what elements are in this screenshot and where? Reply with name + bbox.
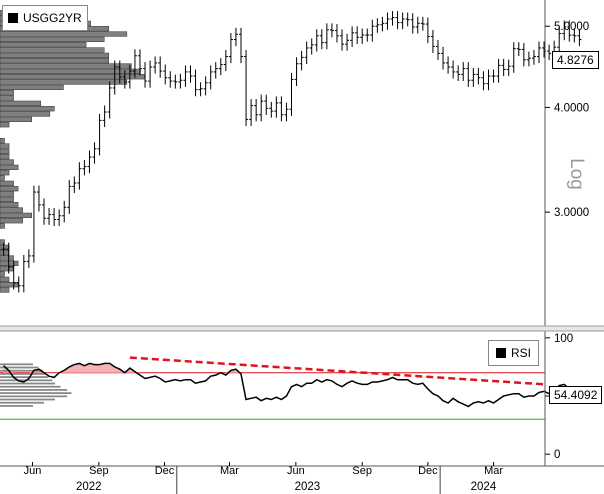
x-tick-label: Jun bbox=[287, 465, 305, 477]
volume-profile-bar bbox=[0, 52, 109, 58]
rsi-profile-bar bbox=[0, 389, 68, 391]
volume-profile-bar bbox=[0, 191, 14, 197]
volume-profile-bar bbox=[0, 116, 32, 122]
y-tick-label: 4.0000 bbox=[554, 102, 589, 114]
year-label: 2022 bbox=[76, 481, 102, 493]
volume-profile-bar bbox=[0, 266, 14, 272]
panel-divider bbox=[0, 326, 604, 331]
rsi-profile-bar bbox=[0, 395, 68, 398]
legend-swatch bbox=[8, 13, 18, 23]
rsi-profile-bar bbox=[0, 401, 44, 404]
rsi-y-tick-label: 100 bbox=[554, 333, 573, 345]
rsi-line bbox=[3, 362, 580, 408]
volume-profile-bar bbox=[0, 202, 19, 208]
volume-profile-bar bbox=[0, 282, 19, 288]
x-tick-label: Mar bbox=[484, 465, 503, 477]
x-tick-label: Dec bbox=[155, 465, 175, 477]
volume-profile-bar bbox=[0, 148, 10, 154]
volume-profile-bar bbox=[0, 239, 5, 245]
price-legend-label: USGG2YR bbox=[23, 11, 82, 25]
x-tick-label: Sep bbox=[89, 465, 109, 477]
volume-profile-bar bbox=[0, 250, 10, 256]
rsi-profile-bar bbox=[0, 405, 33, 407]
log-scale-label: Log bbox=[565, 158, 587, 190]
last-rsi-box: 54.4092 bbox=[549, 386, 603, 404]
volume-profile-bar bbox=[0, 122, 10, 128]
volume-profile-bar bbox=[0, 90, 14, 96]
volume-profile-bar bbox=[0, 186, 19, 192]
rsi-y-tick-label: 0 bbox=[554, 449, 560, 461]
volume-profile-bar bbox=[0, 164, 19, 170]
x-tick-label: Sep bbox=[352, 465, 372, 477]
x-tick-label: Mar bbox=[220, 465, 239, 477]
rsi-profile-bar bbox=[0, 366, 39, 369]
y-tick-label: 3.0000 bbox=[554, 207, 589, 219]
volume-profile-bar bbox=[0, 79, 128, 85]
volume-profile-bar bbox=[0, 36, 105, 42]
volume-profile-bar bbox=[0, 100, 42, 106]
volume-profile-bar bbox=[0, 175, 5, 181]
volume-profile-bar bbox=[0, 58, 109, 64]
rsi-profile-bar bbox=[0, 392, 72, 395]
rsi-profile-bar bbox=[0, 398, 55, 401]
volume-profile-bar bbox=[0, 106, 55, 112]
x-tick-label: Jun bbox=[24, 465, 42, 477]
rsi-profile-bar bbox=[0, 382, 55, 385]
y-tick-label: 5.0000 bbox=[554, 21, 589, 33]
volume-profile-bar bbox=[0, 207, 23, 213]
rsi-profile-bar bbox=[0, 369, 43, 372]
volume-profile-bar bbox=[0, 111, 51, 117]
rsi-profile-bar bbox=[0, 385, 61, 388]
x-tick-label: Dec bbox=[418, 465, 438, 477]
year-label: 2023 bbox=[295, 481, 321, 493]
volume-profile-bar bbox=[0, 42, 87, 48]
volume-profile-bar bbox=[0, 95, 14, 101]
volume-profile-bar bbox=[0, 170, 10, 176]
volume-profile bbox=[0, 10, 146, 293]
volume-profile-bar bbox=[0, 212, 32, 218]
volume-profile-bar bbox=[0, 159, 14, 165]
volume-profile-bar bbox=[0, 271, 5, 277]
volume-profile-bar bbox=[0, 218, 23, 224]
volume-profile-bar bbox=[0, 180, 14, 186]
rsi-profile-bar bbox=[0, 363, 33, 366]
volume-profile-bar bbox=[0, 223, 5, 229]
volume-profile-bar bbox=[0, 63, 132, 69]
rsi-legend: RSI bbox=[488, 340, 540, 366]
rsi-profile-bar bbox=[0, 376, 49, 379]
volume-profile-bar bbox=[0, 287, 10, 293]
rsi-profile-bar bbox=[0, 373, 46, 375]
volume-profile-bar bbox=[0, 47, 105, 53]
year-label: 2024 bbox=[471, 481, 497, 493]
volume-profile-bar bbox=[0, 255, 14, 261]
legend-swatch bbox=[496, 348, 506, 358]
volume-profile-bar bbox=[0, 31, 128, 37]
rsi-trend-line bbox=[129, 356, 546, 386]
volume-profile-bar bbox=[0, 276, 10, 282]
volume-profile-bar bbox=[0, 138, 5, 144]
last-price-box: 4.8276 bbox=[552, 51, 599, 69]
volume-profile-bar bbox=[0, 143, 10, 149]
volume-profile-bar bbox=[0, 154, 10, 160]
price-legend: USGG2YR bbox=[2, 5, 88, 31]
rsi-legend-label: RSI bbox=[511, 346, 532, 360]
price-series bbox=[1, 11, 582, 293]
volume-profile-bar bbox=[0, 196, 14, 202]
volume-profile-bar bbox=[0, 84, 64, 90]
